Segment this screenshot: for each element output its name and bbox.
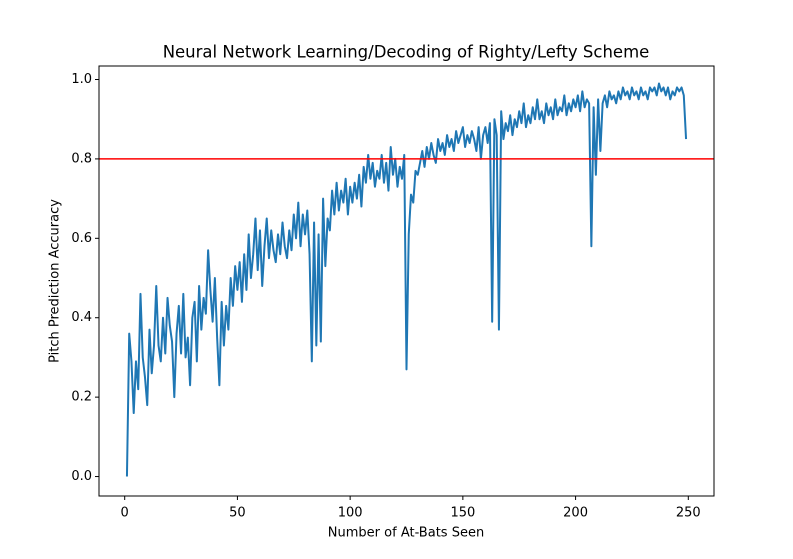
x-tick-label: 150 — [450, 506, 475, 521]
y-tick-label: 0.8 — [71, 151, 92, 166]
plot-frame — [98, 65, 715, 497]
x-tick-label: 250 — [676, 506, 701, 521]
y-tick-label: 0.6 — [71, 231, 92, 246]
y-axis-label: Pitch Prediction Accuracy — [48, 199, 63, 363]
chart-title: Neural Network Learning/Decoding of Righ… — [163, 43, 650, 62]
y-tick-label: 0.0 — [71, 469, 92, 484]
x-tick-label: 50 — [229, 506, 246, 521]
x-tick-label: 100 — [338, 506, 363, 521]
x-tick-label: 200 — [563, 506, 588, 521]
data-line — [125, 82, 688, 477]
y-tick-label: 1.0 — [71, 72, 92, 87]
y-tick-label: 0.4 — [71, 310, 92, 325]
x-axis-label: Number of At-Bats Seen — [328, 526, 484, 541]
y-tick-label: 0.2 — [71, 390, 92, 405]
x-tick-label: 0 — [121, 506, 129, 521]
